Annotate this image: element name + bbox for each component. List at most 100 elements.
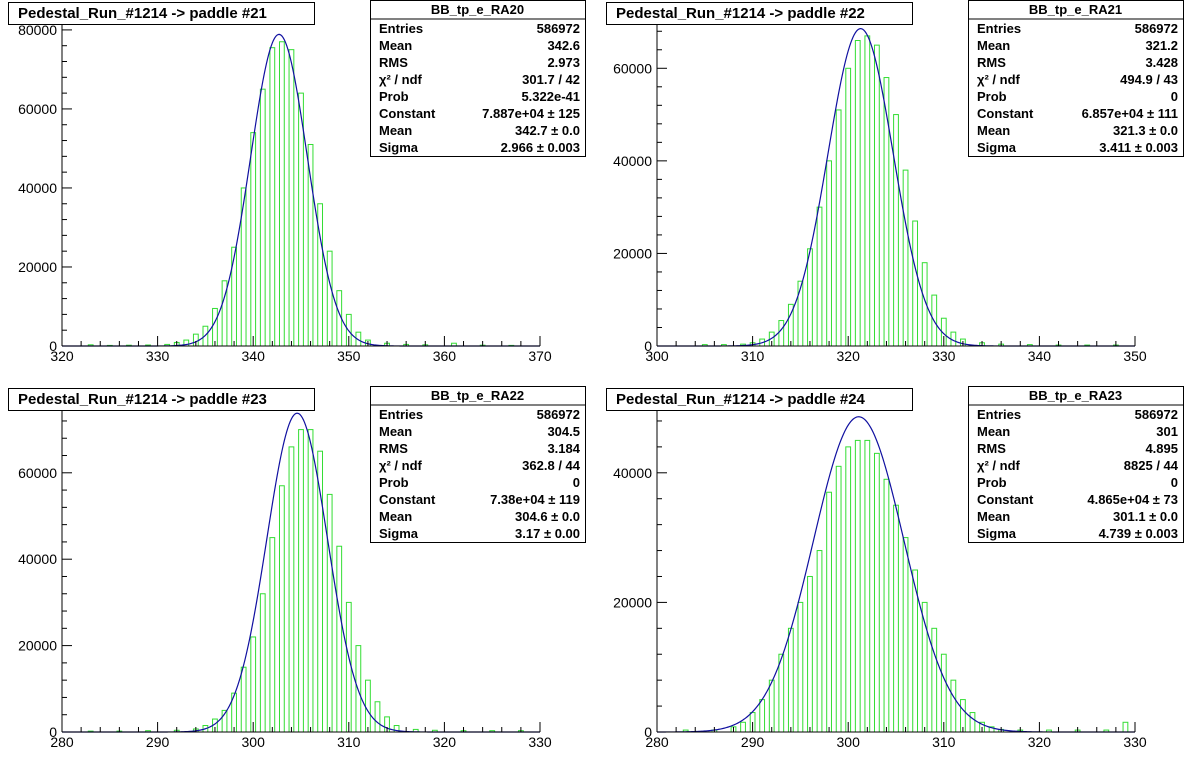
x-tick-label: 350: [1123, 348, 1147, 364]
histogram-bar: [326, 250, 333, 347]
x-tick-label: 310: [932, 734, 956, 750]
stats-value: 0: [1171, 89, 1178, 104]
x-tick-label: 300: [645, 348, 669, 364]
histogram-bar: [288, 49, 295, 347]
x-tick-label: 330: [932, 348, 956, 364]
histogram-title: Pedestal_Run_#1214 -> paddle #24: [616, 391, 866, 408]
y-tick-label: 40000: [18, 180, 57, 196]
histogram-bar: [845, 67, 852, 347]
stats-value: 342.6: [547, 38, 580, 53]
stats-label: Prob: [977, 89, 1007, 104]
histogram-bar: [893, 504, 899, 733]
stats-label: Entries: [379, 407, 423, 422]
histogram-bar: [950, 679, 957, 733]
histogram-bar: [768, 679, 775, 733]
histogram-bar: [816, 550, 823, 733]
histogram-bar: [307, 429, 314, 733]
stats-box-frame: [370, 0, 586, 157]
histogram-bar: [759, 699, 766, 733]
histogram-bar: [240, 666, 247, 733]
histogram-bar: [269, 47, 276, 347]
x-tick-label: 320: [1028, 734, 1052, 750]
histogram-bar: [250, 132, 257, 347]
histogram-bar: [740, 721, 746, 733]
x-tick-label: 290: [146, 734, 170, 750]
stats-value: 3.17 ± 0.00: [515, 526, 580, 541]
stats-label: Constant: [977, 492, 1034, 507]
stats-value: 8825 / 44: [1124, 458, 1179, 473]
histogram-bar: [259, 593, 266, 733]
stats-label: Constant: [977, 106, 1034, 121]
histogram-panel-1: 320 330 340 350 360 370020000400006000080000P…: [8, 0, 586, 364]
histogram-bar: [835, 109, 842, 347]
histogram-bar: [816, 206, 823, 347]
stats-label: χ² / ndf: [379, 72, 423, 87]
histogram-bar: [259, 88, 266, 347]
stats-label: Prob: [379, 475, 409, 490]
y-tick-label: 60000: [18, 465, 57, 481]
histogram-bar: [278, 485, 285, 733]
x-tick-label: 300: [837, 734, 861, 750]
histogram-bar: [797, 601, 804, 733]
stats-label: Sigma: [977, 526, 1017, 541]
x-tick-label: 280: [645, 734, 669, 750]
y-tick-label: 60000: [18, 101, 57, 117]
stats-value: 494.9 / 43: [1120, 72, 1178, 87]
stats-value: 2.966 ± 0.003: [501, 140, 580, 155]
stats-value: 3.411 ± 0.003: [1099, 140, 1178, 155]
y-tick-label: 20000: [613, 245, 652, 261]
title-box: [8, 388, 315, 411]
histogram-bar: [365, 679, 371, 733]
histogram-bar: [278, 41, 285, 347]
title-box: [606, 388, 913, 411]
histogram-bar: [873, 44, 880, 347]
stats-value: 304.5: [547, 424, 580, 439]
histogram-bar: [883, 478, 890, 733]
stats-label: Mean: [379, 38, 412, 53]
stats-value: 301.7 / 42: [522, 72, 580, 87]
stats-label: RMS: [977, 55, 1006, 70]
x-tick-label: 350: [337, 348, 361, 364]
stats-label: Entries: [977, 407, 1021, 422]
stats-label: Prob: [977, 475, 1007, 490]
histogram-bar: [298, 429, 304, 733]
stats-label: Constant: [379, 106, 436, 121]
stats-value: 3.428: [1145, 55, 1178, 70]
stats-box: BB_tp_e_RA20 Entries 586972 Mean 342.6 RMS 2.9…: [370, 0, 586, 157]
stats-value: 342.7 ± 0.0: [515, 123, 580, 138]
stats-label: Mean: [379, 424, 412, 439]
histogram-panel-3: 280 290 300 310 320 330 0 20000 40000 60000 Pedest…: [8, 386, 586, 750]
y-tick-label: 0: [49, 724, 57, 740]
stats-value: 0: [573, 475, 580, 490]
stats-value: 4.895: [1145, 441, 1178, 456]
stats-box-frame: [370, 386, 586, 543]
stats-value: 586972: [1135, 21, 1178, 36]
stats-value: 0: [1171, 475, 1178, 490]
histogram-bar: [231, 246, 237, 347]
histogram-bar: [854, 40, 861, 347]
histogram-bar: [826, 160, 832, 347]
histogram-panel-2: 300 310 320 330 340 350 0 20000 40000 60000 Pedest…: [606, 0, 1184, 364]
y-tick-label: 60000: [613, 60, 652, 76]
stats-name: BB_tp_e_RA20: [431, 2, 524, 17]
y-tick-label: 40000: [18, 551, 57, 567]
histogram-title: Pedestal_Run_#1214 -> paddle #21: [18, 5, 267, 22]
stats-value: 586972: [537, 21, 580, 36]
y-tick-label: 0: [49, 338, 57, 354]
stats-label: RMS: [977, 441, 1006, 456]
histogram-bar: [797, 280, 804, 347]
stats-value: 301.1 ± 0.0: [1113, 509, 1178, 524]
y-tick-label: 0: [644, 724, 652, 740]
y-tick-label: 0: [644, 338, 652, 354]
histogram-bar: [883, 77, 890, 347]
stats-box-frame: [968, 0, 1184, 157]
stats-value: 304.6 ± 0.0: [515, 509, 580, 524]
x-tick-label: 330: [528, 734, 552, 750]
y-tick-label: 80000: [18, 22, 57, 38]
y-tick-label: 40000: [613, 153, 652, 169]
x-tick-label: 340: [242, 348, 266, 364]
histogram-title: Pedestal_Run_#1214 -> paddle #22: [616, 5, 865, 22]
stats-value: 3.184: [547, 441, 580, 456]
stats-value: 2.973: [547, 55, 580, 70]
